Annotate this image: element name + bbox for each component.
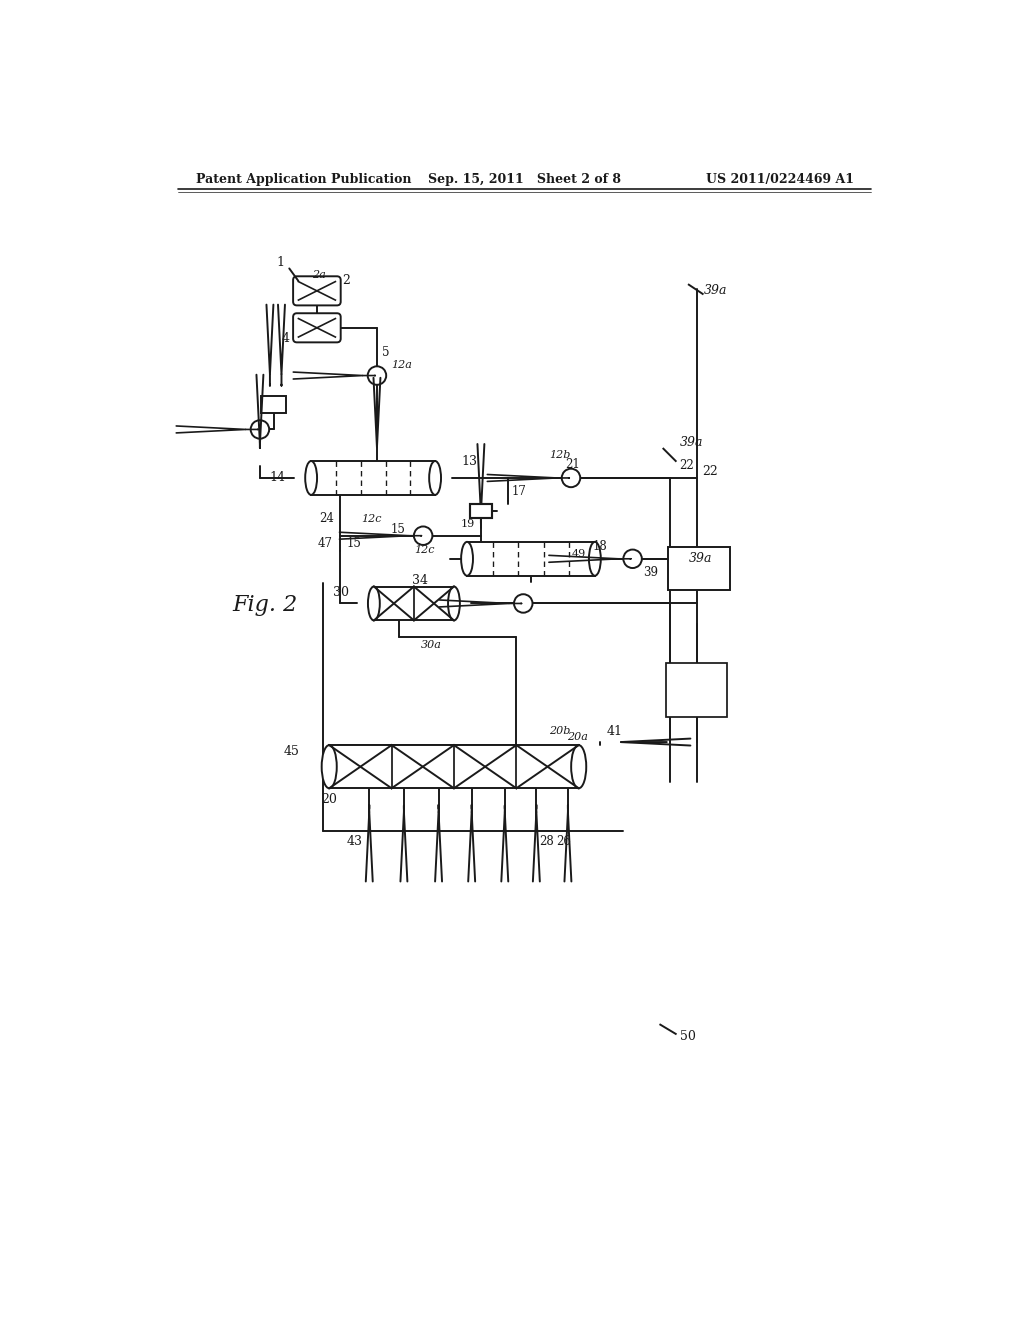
Text: 47: 47 bbox=[317, 537, 333, 550]
Text: 30a: 30a bbox=[421, 640, 441, 649]
Text: 45: 45 bbox=[284, 744, 300, 758]
Text: Sep. 15, 2011   Sheet 2 of 8: Sep. 15, 2011 Sheet 2 of 8 bbox=[428, 173, 622, 186]
Text: 18: 18 bbox=[593, 540, 607, 553]
Text: 39: 39 bbox=[643, 566, 658, 579]
Text: 39a: 39a bbox=[705, 284, 728, 297]
Text: 16: 16 bbox=[474, 507, 487, 516]
Text: 13: 13 bbox=[461, 454, 477, 467]
Bar bbox=[374, 586, 454, 620]
Circle shape bbox=[368, 367, 386, 385]
Bar bbox=[261, 396, 286, 413]
Bar bbox=[467, 541, 595, 576]
Text: 39a: 39a bbox=[680, 436, 703, 449]
Ellipse shape bbox=[449, 586, 460, 620]
Text: US 2011/0224469 A1: US 2011/0224469 A1 bbox=[707, 173, 854, 186]
Text: Patent Application Publication: Patent Application Publication bbox=[196, 173, 412, 186]
Circle shape bbox=[514, 594, 532, 612]
Text: 20b: 20b bbox=[550, 726, 571, 737]
Text: 34: 34 bbox=[412, 574, 428, 587]
Circle shape bbox=[251, 420, 269, 438]
Text: 14: 14 bbox=[269, 471, 285, 484]
Text: 1: 1 bbox=[276, 256, 285, 269]
Text: 15: 15 bbox=[346, 537, 361, 550]
Text: 39a: 39a bbox=[688, 552, 712, 565]
Bar bbox=[330, 744, 579, 788]
FancyBboxPatch shape bbox=[293, 276, 341, 305]
Text: 20a: 20a bbox=[566, 733, 588, 742]
Text: 12c: 12c bbox=[361, 513, 382, 524]
Bar bbox=[311, 461, 435, 495]
Bar bbox=[470, 504, 492, 517]
Text: 43: 43 bbox=[346, 834, 362, 847]
Circle shape bbox=[414, 527, 432, 545]
Text: 5: 5 bbox=[382, 346, 390, 359]
Text: 50: 50 bbox=[680, 1030, 696, 1043]
Text: 22: 22 bbox=[702, 465, 719, 478]
Ellipse shape bbox=[368, 586, 380, 620]
Circle shape bbox=[624, 549, 642, 568]
Text: 49: 49 bbox=[572, 549, 587, 560]
Bar bbox=[666, 663, 727, 717]
Text: 12a: 12a bbox=[391, 360, 412, 370]
Text: 12b: 12b bbox=[550, 450, 571, 459]
Text: 17: 17 bbox=[512, 484, 526, 498]
Text: 15: 15 bbox=[391, 523, 406, 536]
Bar bbox=[668, 548, 730, 590]
Ellipse shape bbox=[461, 543, 473, 576]
Ellipse shape bbox=[322, 744, 337, 788]
Text: 20: 20 bbox=[322, 792, 337, 805]
Text: 28: 28 bbox=[539, 834, 554, 847]
Ellipse shape bbox=[305, 461, 317, 495]
Text: 12c: 12c bbox=[415, 545, 435, 554]
Ellipse shape bbox=[589, 543, 601, 576]
Text: 2: 2 bbox=[342, 273, 350, 286]
Text: 30: 30 bbox=[333, 586, 349, 599]
Text: 2a: 2a bbox=[311, 271, 326, 280]
Text: Fig. 2: Fig. 2 bbox=[232, 594, 298, 616]
Text: 4: 4 bbox=[282, 333, 290, 345]
Text: 26: 26 bbox=[556, 834, 570, 847]
Circle shape bbox=[562, 469, 581, 487]
Text: 41: 41 bbox=[606, 725, 623, 738]
Ellipse shape bbox=[429, 461, 441, 495]
Text: 21: 21 bbox=[565, 458, 580, 471]
Text: 24: 24 bbox=[319, 512, 334, 525]
Ellipse shape bbox=[571, 744, 587, 788]
FancyBboxPatch shape bbox=[293, 313, 341, 342]
Text: 22: 22 bbox=[679, 459, 693, 473]
Text: 19: 19 bbox=[461, 519, 475, 529]
